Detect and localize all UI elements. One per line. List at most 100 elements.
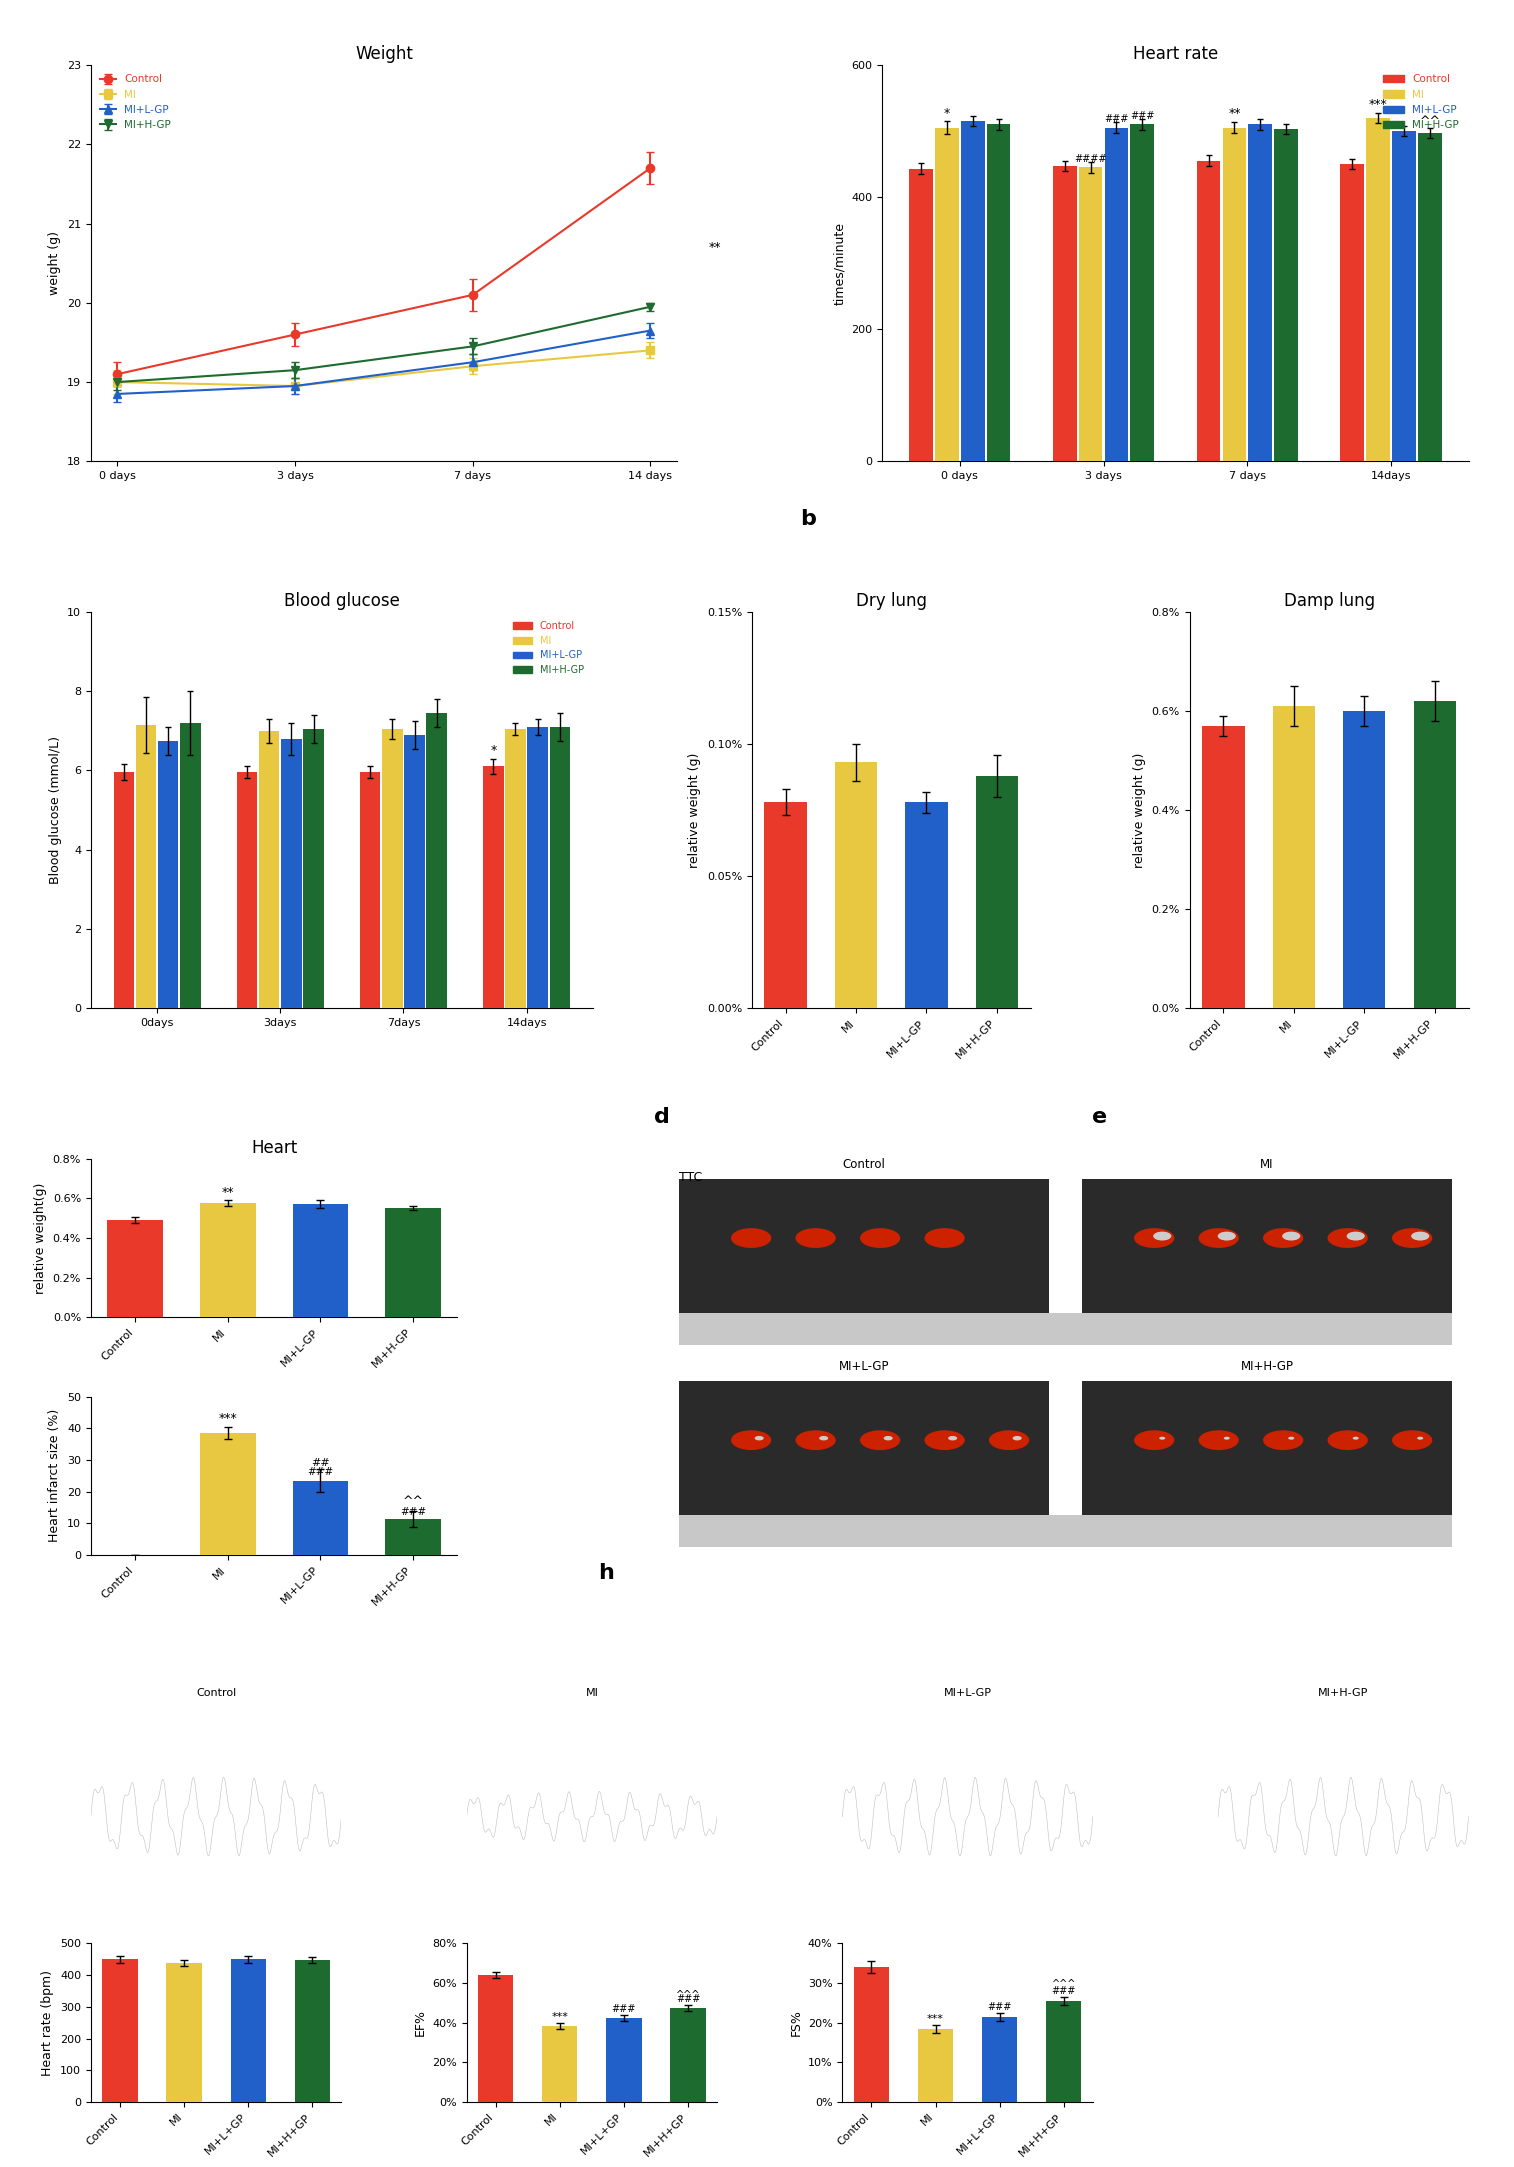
Title: Weight: Weight xyxy=(356,46,413,63)
Circle shape xyxy=(1199,1229,1238,1248)
Text: MI+L-GP: MI+L-GP xyxy=(839,1361,889,1374)
Circle shape xyxy=(754,1437,763,1441)
Text: ###: ### xyxy=(1129,111,1155,121)
Bar xyxy=(1343,711,1385,1008)
Title: Heart: Heart xyxy=(251,1140,297,1157)
Y-axis label: Heart rate (bpm): Heart rate (bpm) xyxy=(41,1970,55,2076)
Circle shape xyxy=(1391,1430,1432,1450)
Title: Blood glucose: Blood glucose xyxy=(285,592,400,611)
Bar xyxy=(834,763,877,1008)
Bar xyxy=(542,2026,577,2102)
Circle shape xyxy=(731,1430,771,1450)
Y-axis label: weight (g): weight (g) xyxy=(48,232,61,295)
Bar xyxy=(961,121,984,462)
Y-axis label: relative weight (g): relative weight (g) xyxy=(689,752,701,867)
Bar xyxy=(1275,130,1297,462)
Text: MI+H-GP: MI+H-GP xyxy=(1240,1361,1293,1374)
Text: **: ** xyxy=(1228,106,1240,119)
Bar xyxy=(1366,117,1390,462)
Bar xyxy=(478,1974,513,2102)
Bar xyxy=(1414,702,1456,1008)
Bar xyxy=(671,2009,706,2102)
Bar xyxy=(765,802,807,1008)
Circle shape xyxy=(1199,1430,1238,1450)
Circle shape xyxy=(925,1430,964,1450)
Bar xyxy=(1222,128,1246,462)
Text: ###: ### xyxy=(675,1994,701,2004)
Circle shape xyxy=(1134,1430,1175,1450)
Text: ###: ### xyxy=(612,2004,636,2013)
Circle shape xyxy=(1352,1437,1358,1439)
Bar xyxy=(934,128,958,462)
Title: Heart rate: Heart rate xyxy=(1132,46,1219,63)
Circle shape xyxy=(925,1229,964,1248)
Bar xyxy=(905,802,948,1008)
Bar xyxy=(1081,1380,1452,1547)
Bar xyxy=(236,771,257,1008)
Circle shape xyxy=(1134,1229,1175,1248)
Circle shape xyxy=(1263,1229,1304,1248)
Text: MI+H-GP: MI+H-GP xyxy=(1319,1688,1369,1697)
Bar xyxy=(977,776,1017,1008)
Bar xyxy=(1273,706,1316,1008)
Circle shape xyxy=(819,1437,828,1441)
Circle shape xyxy=(1346,1231,1364,1240)
Y-axis label: Heart infarct size (%): Heart infarct size (%) xyxy=(48,1409,62,1543)
Bar xyxy=(854,1968,889,2102)
Legend: Control, MI, MI+L-GP, MI+H-GP: Control, MI, MI+L-GP, MI+H-GP xyxy=(95,69,176,134)
Text: ***: *** xyxy=(218,1413,238,1426)
Text: ***: *** xyxy=(551,2011,568,2022)
Bar xyxy=(259,730,280,1008)
Y-axis label: relative weight (g): relative weight (g) xyxy=(1132,752,1146,867)
Bar xyxy=(282,739,301,1008)
Bar xyxy=(1419,132,1441,462)
Text: ^^^: ^^^ xyxy=(675,1989,701,2000)
Bar xyxy=(230,1959,266,2102)
Bar xyxy=(1046,2000,1081,2102)
Circle shape xyxy=(989,1430,1030,1450)
Bar xyxy=(360,771,380,1008)
Text: *: * xyxy=(943,106,949,119)
Bar xyxy=(404,735,425,1008)
Text: ***: *** xyxy=(1369,98,1388,111)
Circle shape xyxy=(1288,1437,1294,1439)
Circle shape xyxy=(1391,1229,1432,1248)
Text: Control: Control xyxy=(843,1157,886,1170)
Bar xyxy=(200,1432,256,1556)
Text: ####: #### xyxy=(1075,154,1107,165)
Text: ***: *** xyxy=(927,2013,943,2024)
Circle shape xyxy=(1282,1231,1301,1240)
Bar xyxy=(1052,167,1076,462)
Text: h: h xyxy=(598,1562,613,1584)
Bar xyxy=(1196,160,1220,462)
Circle shape xyxy=(1217,1231,1235,1240)
Text: MI: MI xyxy=(1260,1157,1273,1170)
Bar xyxy=(103,1959,138,2102)
Y-axis label: EF%: EF% xyxy=(413,2009,427,2037)
Text: **: ** xyxy=(221,1185,235,1198)
Bar xyxy=(1202,726,1245,1008)
Bar xyxy=(385,1209,441,1318)
Bar xyxy=(114,771,135,1008)
Circle shape xyxy=(1160,1437,1166,1439)
Text: MI+L-GP: MI+L-GP xyxy=(943,1688,992,1697)
Circle shape xyxy=(795,1430,836,1450)
Bar xyxy=(292,1480,348,1556)
Bar xyxy=(167,1963,201,2102)
Circle shape xyxy=(1411,1231,1429,1240)
Bar xyxy=(527,726,548,1008)
Text: ^^: ^^ xyxy=(403,1495,424,1508)
Text: **: ** xyxy=(709,241,722,254)
Circle shape xyxy=(860,1229,901,1248)
Bar xyxy=(292,1205,348,1318)
Circle shape xyxy=(1223,1437,1229,1439)
Bar xyxy=(200,1203,256,1318)
Bar xyxy=(678,1515,1452,1547)
Bar xyxy=(678,1179,1049,1346)
Text: ##: ## xyxy=(310,1458,330,1467)
Y-axis label: Blood glucose (mmol/L): Blood glucose (mmol/L) xyxy=(48,737,62,884)
Y-axis label: FS%: FS% xyxy=(789,2009,802,2037)
Text: Control: Control xyxy=(195,1688,236,1697)
Text: ###: ### xyxy=(307,1467,333,1478)
Title: Damp lung: Damp lung xyxy=(1284,592,1375,611)
